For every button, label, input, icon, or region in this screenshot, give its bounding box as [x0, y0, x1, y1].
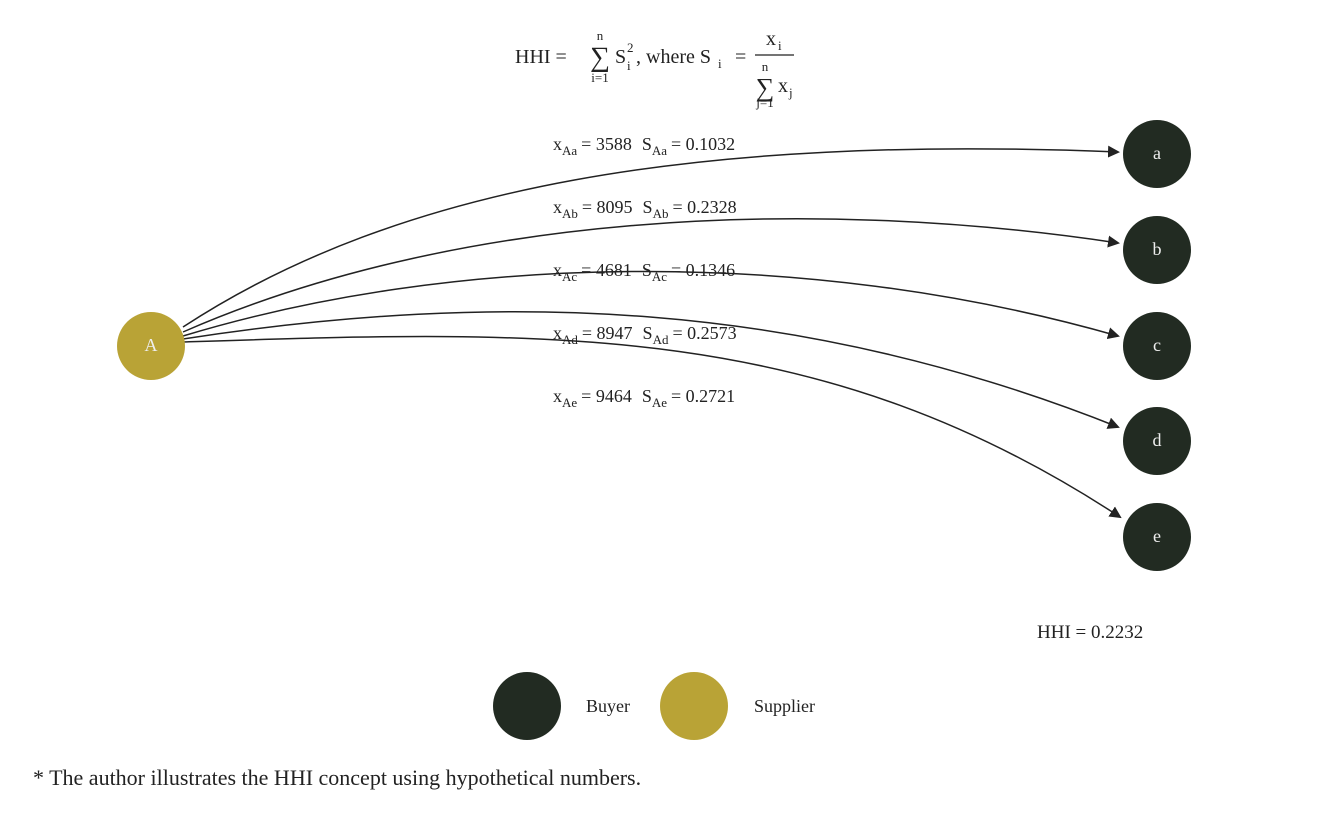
label-part: = 0.2721	[671, 386, 735, 406]
label-part: Ac	[562, 269, 577, 284]
edge-label: xAd = 8947 SAd = 0.2573	[553, 323, 737, 347]
node-label: A	[145, 335, 158, 355]
label-part: = 4681	[581, 260, 632, 280]
node-label: c	[1153, 335, 1161, 355]
edges	[182, 145, 1122, 519]
term: S	[615, 46, 626, 68]
label-part: Aa	[562, 143, 577, 158]
label-part: S	[643, 323, 653, 343]
sum-lower: i=1	[591, 70, 608, 85]
footnote: * The author illustrates the HHI concept…	[33, 765, 641, 790]
label-part: S	[642, 386, 652, 406]
formula-lhs: HHI =	[515, 46, 567, 68]
label-part: Ad	[653, 332, 669, 347]
node-label: e	[1153, 526, 1161, 546]
term-sup: 2	[627, 40, 634, 55]
nodes: A a b c d e	[117, 120, 1191, 571]
edge-arrow	[182, 335, 1122, 519]
buyer-node	[1123, 120, 1191, 188]
where-sub: i	[718, 56, 722, 71]
supplier-node	[117, 312, 185, 380]
label-part: x	[553, 323, 562, 343]
label-part: = 0.2328	[672, 197, 736, 217]
label-part: Aa	[652, 143, 667, 158]
buyer-node	[1123, 216, 1191, 284]
label-part: S	[643, 197, 653, 217]
edge-label: xAa = 3588 SAa = 0.1032	[553, 134, 735, 158]
label-part: Ae	[562, 395, 577, 410]
denominator: x	[778, 75, 788, 97]
denominator-sub: j	[788, 85, 793, 100]
equals: =	[735, 46, 746, 68]
where: , where S	[636, 46, 711, 68]
legend-label: Buyer	[586, 696, 630, 716]
formula: HHI = ∑ n i=1 S 2 i , where S i = x i ∑ …	[515, 28, 794, 110]
edge-arrow	[182, 145, 1120, 328]
label-part: Ab	[562, 206, 578, 221]
legend-buyer-swatch	[493, 672, 561, 740]
hhi-result: HHI = 0.2232	[1037, 622, 1143, 643]
label-part: x	[553, 197, 562, 217]
label-part: Ad	[562, 332, 578, 347]
label-part: = 0.1346	[671, 260, 735, 280]
numerator-sub: i	[778, 38, 782, 53]
label-part: Ac	[652, 269, 667, 284]
label-part: Ab	[653, 206, 669, 221]
sum-symbol: ∑	[590, 42, 610, 73]
buyer-node	[1123, 312, 1191, 380]
edge-arrow	[182, 218, 1120, 333]
edge-label: xAe = 9464 SAe = 0.2721	[553, 386, 735, 410]
denominator-lower: j=1	[755, 95, 773, 110]
edge-label: xAb = 8095 SAb = 0.2328	[553, 197, 737, 221]
buyer-node	[1123, 503, 1191, 571]
legend-label: Supplier	[754, 696, 815, 716]
label-part: x	[553, 134, 562, 154]
node-label: a	[1153, 143, 1161, 163]
label-part: = 9464	[581, 386, 632, 406]
denominator-upper: n	[762, 59, 769, 74]
label-part: Ae	[652, 395, 667, 410]
label-part: = 3588	[581, 134, 632, 154]
label-part: = 0.1032	[671, 134, 735, 154]
numerator: x	[766, 28, 776, 50]
label-part: x	[553, 260, 562, 280]
sum-upper: n	[597, 28, 604, 43]
node-label: b	[1153, 239, 1162, 259]
term-sub: i	[627, 58, 631, 73]
buyer-node	[1123, 407, 1191, 475]
label-part: x	[553, 386, 562, 406]
denominator-sum: ∑	[756, 73, 775, 102]
edge-label: xAc = 4681 SAc = 0.1346	[553, 260, 735, 284]
label-part: = 0.2573	[672, 323, 736, 343]
edge-arrow	[182, 310, 1120, 429]
edge-arrow	[182, 270, 1120, 340]
label-part: S	[642, 134, 652, 154]
node-label: d	[1153, 430, 1162, 450]
label-part: S	[642, 260, 652, 280]
legend-supplier-swatch	[660, 672, 728, 740]
label-part: = 8947	[582, 323, 633, 343]
label-part: = 8095	[582, 197, 633, 217]
